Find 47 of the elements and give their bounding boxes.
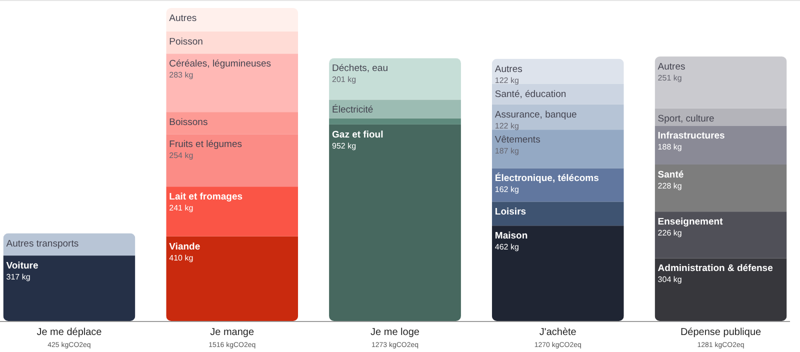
series-label: Céréales, légumineuses bbox=[169, 58, 272, 70]
data-label: 462 kg bbox=[494, 242, 519, 252]
series-label: Autres bbox=[169, 13, 197, 24]
series-label: Santé bbox=[658, 170, 684, 180]
x-tick-label: Je mange bbox=[210, 327, 255, 338]
series-label: Santé, éducation bbox=[494, 88, 566, 100]
series-label: Sport, culture bbox=[658, 113, 714, 124]
series-label: Administration & défense bbox=[658, 263, 773, 274]
series-label: Assurance, banque bbox=[494, 109, 577, 120]
data-label: 188 kg bbox=[658, 142, 682, 152]
data-label: 410 kg bbox=[169, 253, 194, 262]
data-label: 952 kg bbox=[332, 141, 356, 150]
data-label: 201 kg bbox=[332, 75, 356, 84]
series-label: Viande bbox=[169, 241, 200, 252]
series-label: Électronique, télécoms bbox=[494, 172, 599, 184]
x-tick-label: Je me déplace bbox=[36, 327, 102, 338]
series-label: Voiture bbox=[6, 260, 38, 272]
series-label: Fruits et légumes bbox=[169, 139, 242, 150]
data-label: 251 kg bbox=[658, 74, 682, 83]
data-label: 122 kg bbox=[494, 121, 519, 130]
x-tick-label: Dépense publique bbox=[680, 327, 762, 338]
series-label: Vêtements bbox=[494, 134, 541, 146]
series-label: Autres bbox=[494, 64, 523, 75]
series-label: Enseignement bbox=[658, 216, 724, 228]
series-label: Lait et fromages bbox=[169, 192, 243, 203]
series-label: Poisson bbox=[169, 36, 203, 48]
data-label: 226 kg bbox=[658, 228, 682, 238]
series-label: Déchets, eau bbox=[332, 63, 388, 74]
data-label: 162 kg bbox=[494, 185, 519, 194]
data-label: 122 kg bbox=[494, 76, 519, 85]
series-label: Loisirs bbox=[494, 206, 526, 218]
series-label: Électricité bbox=[332, 104, 374, 116]
series-label: Autres bbox=[658, 62, 686, 73]
data-label: 304 kg bbox=[658, 275, 682, 284]
series-label: Autres transports bbox=[6, 238, 79, 250]
series-label: Maison bbox=[494, 230, 528, 242]
x-tick-label: J'achète bbox=[539, 327, 577, 338]
series-label: Boissons bbox=[169, 117, 208, 128]
data-label: 228 kg bbox=[658, 182, 682, 190]
data-label: 241 kg bbox=[169, 204, 194, 213]
series-label: Gaz et fioul bbox=[332, 129, 384, 140]
data-label: 317 kg bbox=[6, 272, 30, 282]
data-label: 254 kg bbox=[169, 151, 194, 160]
x-tick-label: Je me loge bbox=[370, 327, 420, 338]
series-label: Infrastructures bbox=[658, 130, 725, 142]
data-label: 187 kg bbox=[494, 146, 519, 156]
data-label: 283 kg bbox=[169, 70, 194, 80]
